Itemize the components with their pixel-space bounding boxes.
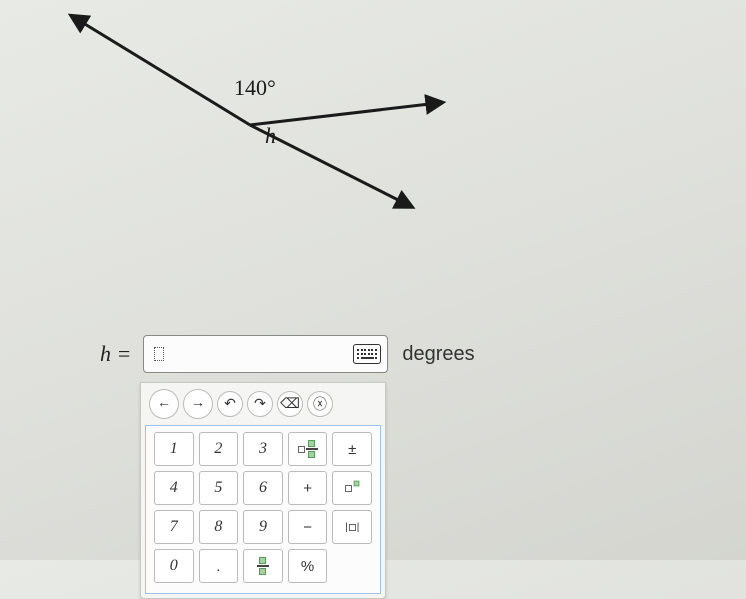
clear-button[interactable]: ⓧ xyxy=(307,391,333,417)
key-2[interactable]: 2 xyxy=(199,432,239,466)
key-0[interactable]: 0 xyxy=(154,549,194,583)
key-minus[interactable]: − xyxy=(288,510,328,544)
key-percent[interactable]: % xyxy=(288,549,328,583)
keyboard-icon[interactable] xyxy=(353,344,381,364)
key-6[interactable]: 6 xyxy=(243,471,283,505)
key-mixed-fraction[interactable] xyxy=(288,432,328,466)
answer-prompt: h = xyxy=(100,341,131,367)
unit-label: degrees xyxy=(402,343,474,366)
key-plus[interactable]: + xyxy=(288,471,328,505)
answer-row: h = degrees xyxy=(100,335,475,373)
angle-diagram xyxy=(0,0,500,240)
ray-upper-left xyxy=(75,18,250,125)
key-1[interactable]: 1 xyxy=(154,432,194,466)
key-3[interactable]: 3 xyxy=(243,432,283,466)
backspace-button[interactable]: ⌫ xyxy=(277,391,303,417)
undo-button[interactable]: ↶ xyxy=(217,391,243,417)
nav-left-button[interactable]: ← xyxy=(149,389,179,419)
key-fraction[interactable] xyxy=(243,549,283,583)
key-4[interactable]: 4 xyxy=(154,471,194,505)
nav-right-button[interactable]: → xyxy=(183,389,213,419)
key-absolute[interactable]: || xyxy=(332,510,372,544)
key-9[interactable]: 9 xyxy=(243,510,283,544)
key-exponent[interactable] xyxy=(332,471,372,505)
ray-right xyxy=(250,103,438,125)
answer-placeholder xyxy=(154,347,164,361)
answer-input[interactable] xyxy=(143,335,388,373)
keypad-toolbar: ← → ↶ ↷ ⌫ ⓧ xyxy=(141,383,385,425)
math-keypad: ← → ↶ ↷ ⌫ ⓧ 1 2 3 ± 4 5 6 + 7 8 9 − || 0… xyxy=(140,382,386,599)
angle-unknown-label: h xyxy=(265,123,276,149)
key-decimal[interactable]: . xyxy=(199,549,239,583)
key-8[interactable]: 8 xyxy=(199,510,239,544)
key-plusminus[interactable]: ± xyxy=(332,432,372,466)
keypad-grid: 1 2 3 ± 4 5 6 + 7 8 9 − || 0 . % xyxy=(145,425,381,594)
redo-button[interactable]: ↷ xyxy=(247,391,273,417)
key-7[interactable]: 7 xyxy=(154,510,194,544)
angle-value-label: 140° xyxy=(234,75,276,101)
key-5[interactable]: 5 xyxy=(199,471,239,505)
